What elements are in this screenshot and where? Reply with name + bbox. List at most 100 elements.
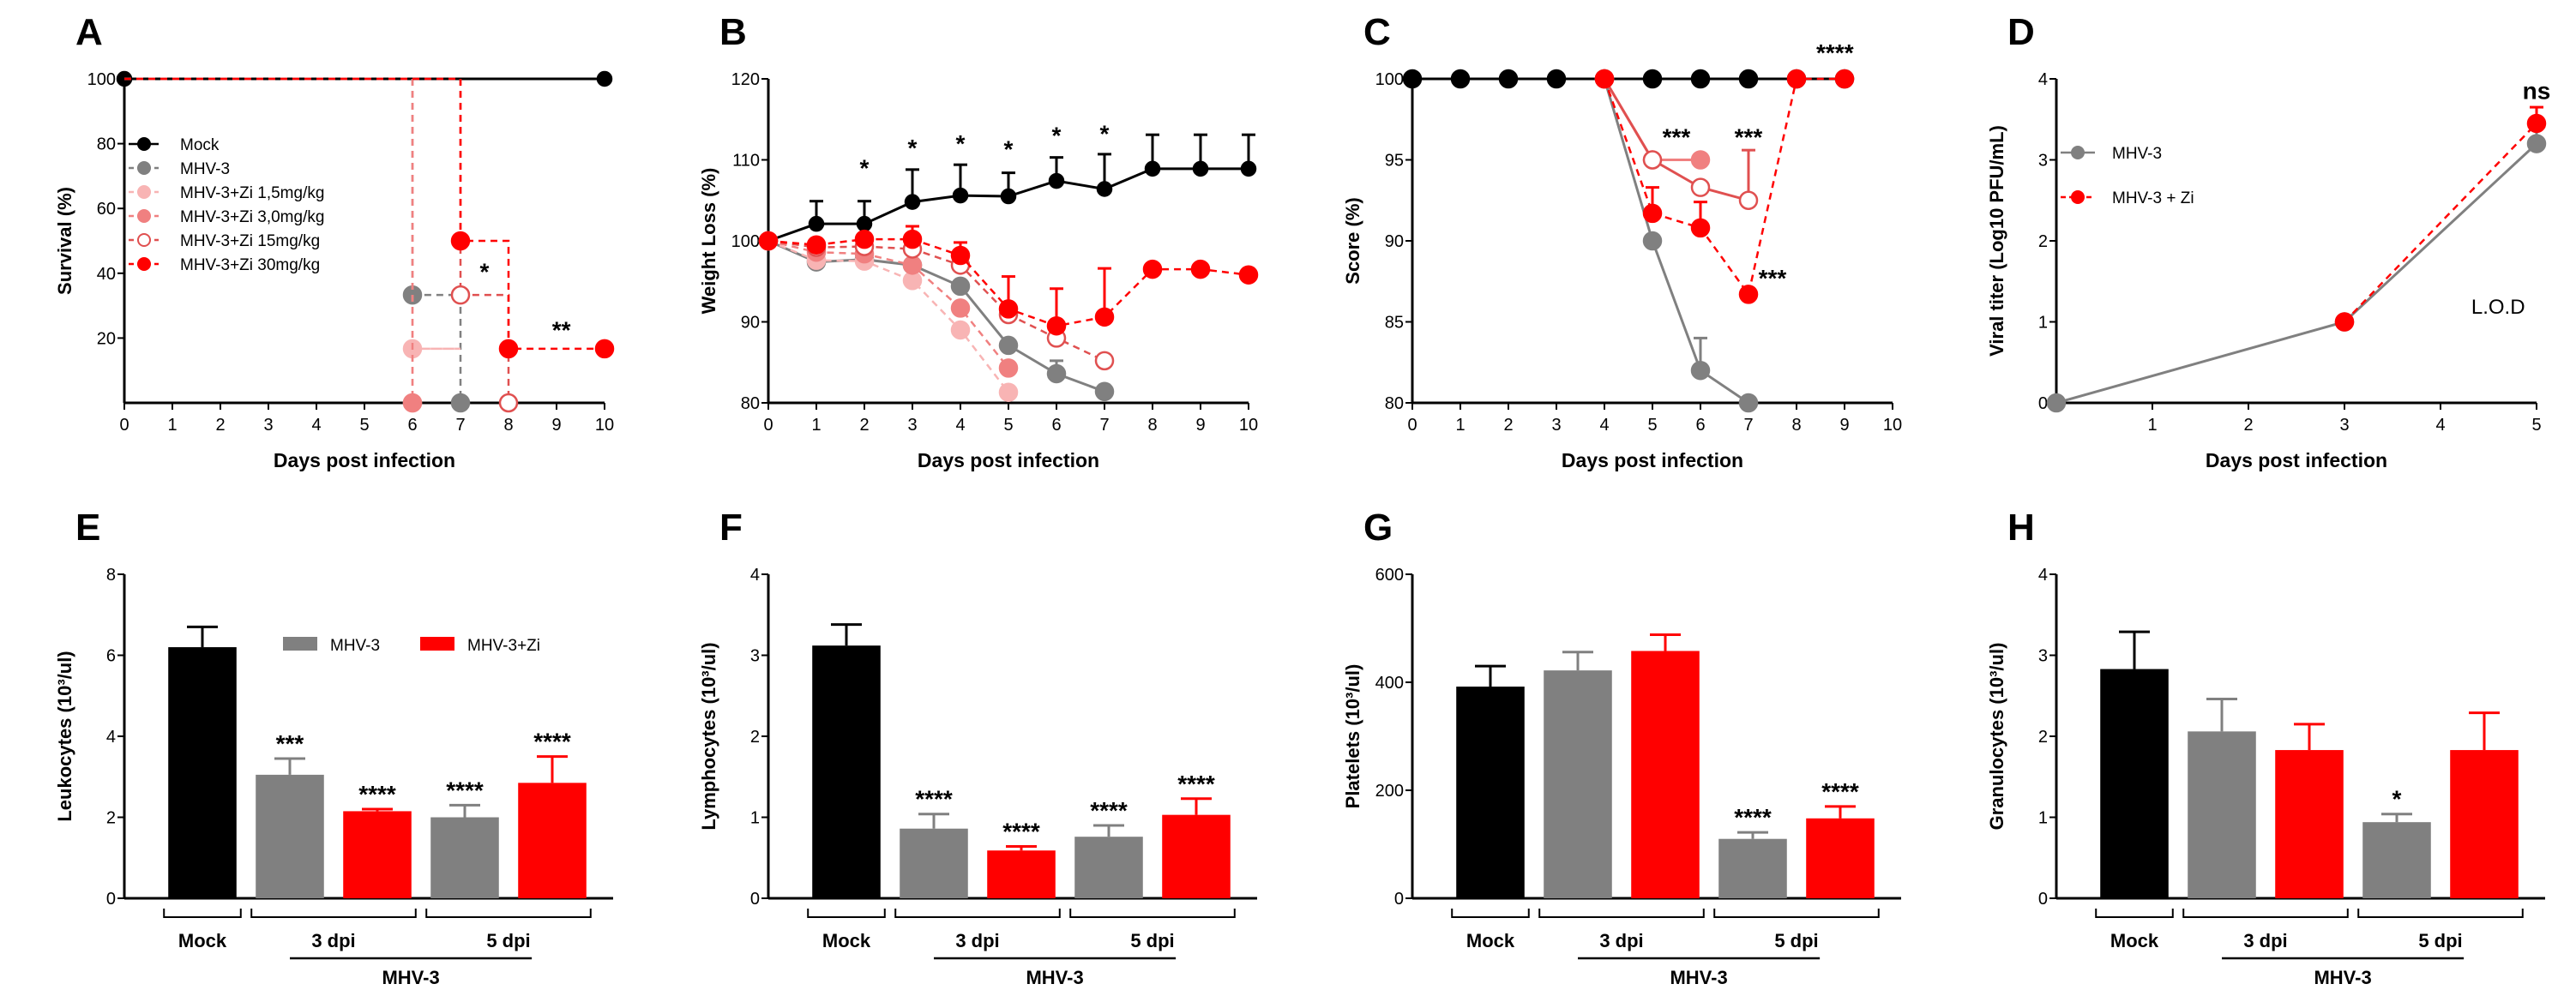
group-bracket	[1451, 909, 1530, 918]
x-tick-label: 7	[1743, 416, 1753, 435]
y-tick-label: 1	[750, 809, 760, 828]
x-tick-label: 2	[1503, 416, 1513, 435]
y-tick-label: 600	[1375, 566, 1404, 585]
bar-group: ****	[430, 777, 499, 898]
x-tick-label: 1	[811, 416, 821, 435]
group-label: 3 dpi	[311, 930, 355, 951]
data-point	[450, 231, 471, 251]
group-bracket	[1538, 909, 1705, 918]
significance-label: ***	[276, 730, 304, 757]
data-point	[1690, 177, 1711, 197]
x-tick-label: 3	[2339, 416, 2349, 435]
bar-group: ****	[900, 786, 968, 898]
data-point	[1642, 69, 1663, 89]
data-point	[450, 393, 471, 413]
y-tick-label: 2	[750, 728, 760, 747]
bar-group: ***	[256, 730, 324, 898]
y-tick-label: 100	[731, 232, 760, 251]
bar	[430, 817, 499, 898]
group-bracket	[425, 909, 592, 918]
y-tick-label: 60	[97, 200, 116, 219]
legend: Mock MHV-3 MHV-3+Zi 1,5mg/kg MHV-3+Zi 3,0mg…	[129, 136, 324, 274]
significance-label: ****	[1002, 819, 1040, 845]
legend-swatch	[283, 637, 317, 651]
bar-group	[2450, 711, 2519, 898]
data-point	[450, 285, 471, 305]
bar	[987, 850, 1056, 898]
data-point	[1642, 150, 1663, 170]
data-point	[498, 393, 519, 413]
bar	[900, 828, 968, 898]
group-bracket	[894, 909, 1061, 918]
bar-group	[168, 625, 237, 898]
x-tick-label: 5	[2531, 416, 2541, 435]
bar-group: *	[2362, 786, 2431, 898]
x-tick-label: 3	[263, 416, 273, 435]
data-point	[2526, 113, 2547, 134]
x-tick-label: 9	[1195, 416, 1205, 435]
axes: A 20 40 60 80 100 Survival (%) 0 1 2 3 4 5 6 7 8 9 10 Days…	[54, 11, 614, 471]
significance-label: ***	[1663, 123, 1691, 150]
x-tick-label: 1	[1455, 416, 1465, 435]
bar	[256, 774, 324, 898]
x-tick-label: 8	[1147, 416, 1157, 435]
data-point	[1786, 69, 1807, 89]
data-point	[1094, 351, 1115, 371]
panel-letter: E	[75, 507, 100, 549]
chart-c: C 80 85 90 95 100 Score (%) 0 1 2 3 4 5 6 7 8 9 10 Days po…	[1342, 11, 1902, 471]
panel-letter: A	[75, 11, 103, 53]
legend-label: MHV-3+Zi	[467, 637, 540, 655]
data-point	[1096, 181, 1113, 197]
y-axis-label: Lymphocytes (10³/ul)	[698, 642, 719, 830]
y-tick-label: 85	[1385, 314, 1404, 333]
panel-letter: G	[1363, 507, 1393, 549]
y-tick-label: 3	[750, 647, 760, 666]
bar	[518, 783, 587, 898]
x-tick-label: 4	[311, 416, 321, 435]
group-bracket	[2095, 909, 2174, 918]
data-point	[998, 335, 1019, 356]
y-tick-label: 80	[1385, 394, 1404, 413]
axes: C 80 85 90 95 100 Score (%) 0 1 2 3 4 5 6 7 8 9 10 Days po…	[1342, 11, 1902, 471]
data-point	[1690, 218, 1711, 238]
data-point	[1240, 160, 1257, 177]
y-tick-label: 0	[750, 890, 760, 909]
panel-a-survival: A 20 40 60 80 100 Survival (%) 0 1 2 3 4 5 6 7 8 9 10 Days…	[0, 0, 644, 495]
data-point	[902, 229, 923, 249]
group-label: Mock	[2110, 930, 2159, 951]
legend-label: MHV-3	[330, 637, 380, 655]
y-tick-label: 0	[2038, 394, 2048, 413]
group-label: 5 dpi	[1130, 930, 1174, 951]
data-point	[950, 245, 971, 266]
significance-label: *	[1100, 121, 1110, 147]
series-line	[1603, 78, 1749, 202]
data-point	[758, 231, 779, 251]
bar	[168, 647, 237, 898]
x-axis-label: Days post infection	[2206, 449, 2387, 471]
x-tick-label: 6	[1695, 416, 1705, 435]
y-tick-label: 0	[106, 890, 116, 909]
y-tick-label: 100	[1375, 70, 1404, 89]
data-point	[1690, 360, 1711, 381]
series-line	[767, 239, 1009, 393]
series-mhv-3-zi	[2334, 105, 2547, 332]
bar	[2450, 750, 2519, 898]
data-point	[904, 194, 921, 210]
data-point	[952, 187, 969, 204]
legend-marker	[2071, 190, 2085, 204]
significance-label: *	[956, 130, 966, 157]
x-tick-label: 8	[1791, 416, 1801, 435]
x-tick-label: 1	[167, 416, 177, 435]
data-point	[998, 299, 1019, 319]
y-tick-label: 6	[106, 647, 116, 666]
x-tick-label: 10	[1239, 416, 1258, 435]
group-label: 5 dpi	[1774, 930, 1818, 951]
significance-label: ****	[1177, 771, 1215, 797]
legend-label: MHV-3	[180, 160, 230, 178]
legend-swatch	[420, 637, 454, 651]
bar-group	[2188, 698, 2256, 898]
bar	[1074, 837, 1143, 898]
bar	[2362, 822, 2431, 898]
legend-label: Mock	[180, 136, 220, 154]
bar-group: ****	[343, 781, 412, 898]
